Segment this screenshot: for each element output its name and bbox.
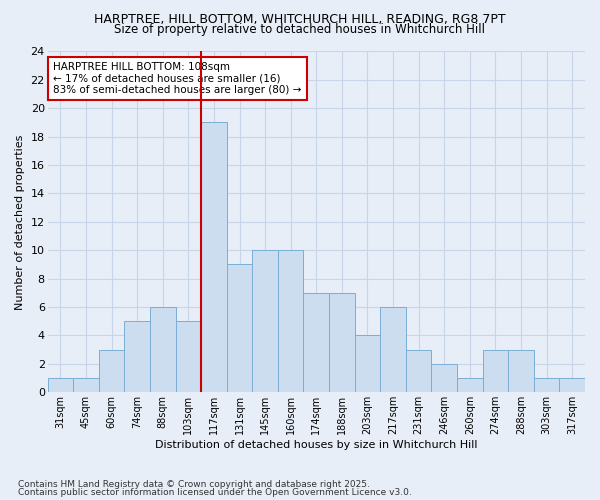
X-axis label: Distribution of detached houses by size in Whitchurch Hill: Distribution of detached houses by size …	[155, 440, 478, 450]
Bar	[457, 378, 482, 392]
Bar	[380, 307, 406, 392]
Text: HARPTREE HILL BOTTOM: 108sqm
← 17% of detached houses are smaller (16)
83% of se: HARPTREE HILL BOTTOM: 108sqm ← 17% of de…	[53, 62, 301, 95]
Bar	[329, 293, 355, 392]
Bar	[150, 307, 176, 392]
Bar	[406, 350, 431, 393]
Bar	[73, 378, 99, 392]
Bar	[176, 322, 201, 392]
Bar	[559, 378, 585, 392]
Bar	[304, 293, 329, 392]
Bar	[508, 350, 534, 393]
Bar	[482, 350, 508, 393]
Text: Contains public sector information licensed under the Open Government Licence v3: Contains public sector information licen…	[18, 488, 412, 497]
Bar	[201, 122, 227, 392]
Text: Size of property relative to detached houses in Whitchurch Hill: Size of property relative to detached ho…	[115, 22, 485, 36]
Bar	[278, 250, 304, 392]
Bar	[534, 378, 559, 392]
Bar	[47, 378, 73, 392]
Bar	[355, 336, 380, 392]
Bar	[99, 350, 124, 393]
Text: Contains HM Land Registry data © Crown copyright and database right 2025.: Contains HM Land Registry data © Crown c…	[18, 480, 370, 489]
Text: HARPTREE, HILL BOTTOM, WHITCHURCH HILL, READING, RG8 7PT: HARPTREE, HILL BOTTOM, WHITCHURCH HILL, …	[94, 12, 506, 26]
Y-axis label: Number of detached properties: Number of detached properties	[15, 134, 25, 310]
Bar	[227, 264, 253, 392]
Bar	[253, 250, 278, 392]
Bar	[431, 364, 457, 392]
Bar	[124, 322, 150, 392]
